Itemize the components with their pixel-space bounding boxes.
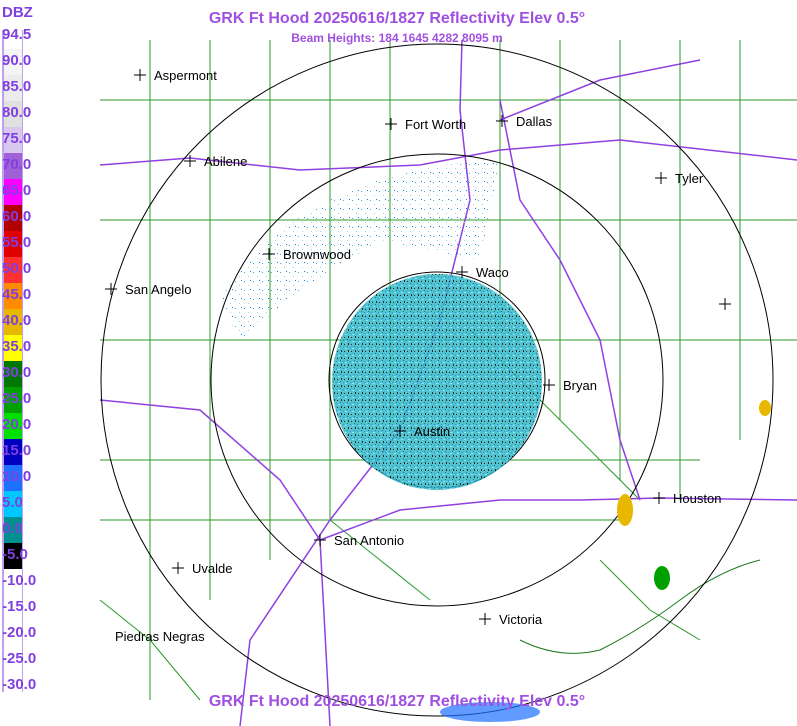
city-label: Bryan [563, 378, 597, 393]
subtitle: Beam Heights: 184 1645 4282 8095 m [291, 31, 502, 45]
legend-swatch [4, 49, 22, 75]
legend-unit: DBZ [2, 4, 33, 21]
legend-label: 30.0 [2, 364, 31, 381]
legend-label: 60.0 [2, 208, 31, 225]
legend-swatch [4, 673, 22, 699]
legend-swatch [4, 283, 22, 309]
legend-label: 40.0 [2, 312, 31, 329]
city-marker [655, 172, 667, 184]
legend-label: -30.0 [2, 676, 36, 693]
legend-label: 45.0 [2, 286, 31, 303]
legend-label: 35.0 [2, 338, 31, 355]
city-label: Dallas [516, 114, 553, 129]
legend-label: 94.5 [2, 26, 31, 43]
city-marker [719, 298, 731, 310]
legend-swatch [4, 621, 22, 647]
radar-echoes [220, 160, 771, 722]
legend-label: -15.0 [2, 598, 36, 615]
legend-swatch [4, 491, 22, 517]
legend-swatch [4, 647, 22, 673]
legend-label: -20.0 [2, 624, 36, 641]
legend-label: 5.0 [2, 494, 23, 511]
city-label: Fort Worth [405, 117, 466, 132]
city-marker [172, 562, 184, 574]
legend-label: 65.0 [2, 182, 31, 199]
city-marker [496, 115, 508, 127]
city-layer: Aspermont Abilene Fort Worth Dallas Tyler Bro… [105, 68, 731, 644]
legend-label: -25.0 [2, 650, 36, 667]
legend-swatch [4, 231, 22, 257]
legend-swatch [4, 101, 22, 127]
city-label: Uvalde [192, 561, 232, 576]
legend-swatch [4, 387, 22, 413]
legend-swatch [4, 127, 22, 153]
legend-swatch [4, 595, 22, 621]
city-label: Houston [673, 491, 721, 506]
legend-label: 85.0 [2, 78, 31, 95]
footer: GRK Ft Hood 20250616/1827 Reflectivity E… [209, 693, 585, 710]
city-marker [385, 118, 397, 130]
legend-swatch [4, 517, 22, 543]
city-marker [134, 69, 146, 81]
city-label: San Angelo [125, 282, 192, 297]
title: GRK Ft Hood 20250616/1827 Reflectivity E… [209, 10, 585, 27]
legend-label: -10.0 [2, 572, 36, 589]
legend-label: 0.0 [2, 520, 23, 537]
city-marker [479, 613, 491, 625]
legend-swatch [4, 309, 22, 335]
city-marker [456, 266, 468, 278]
legend-label: -5.0 [2, 546, 28, 563]
legend-label: 90.0 [2, 52, 31, 69]
legend-swatch [4, 569, 22, 595]
city-marker [394, 425, 406, 437]
legend-swatch [4, 335, 22, 361]
legend-label: 80.0 [2, 104, 31, 121]
city-marker [184, 155, 196, 167]
city-marker [105, 283, 117, 295]
legend-swatch [4, 257, 22, 283]
city-marker [653, 492, 665, 504]
legend-label: 70.0 [2, 156, 31, 173]
legend-swatch [4, 439, 22, 465]
legend-label: 55.0 [2, 234, 31, 251]
legend-swatch [4, 361, 22, 387]
legend-label: 10.0 [2, 468, 31, 485]
legend-swatch [4, 543, 22, 569]
city-label: Austin [414, 424, 450, 439]
legend-label: 20.0 [2, 416, 31, 433]
city-label: Piedras Negras [115, 629, 205, 644]
city-label: San Antonio [334, 533, 404, 548]
legend-swatch [4, 413, 22, 439]
city-label: Tyler [675, 171, 704, 186]
city-marker [543, 379, 555, 391]
legend-swatch [4, 23, 22, 49]
legend-label: 15.0 [2, 442, 31, 459]
legend-label: 25.0 [2, 390, 31, 407]
legend-swatch [4, 465, 22, 491]
legend: 94.5 90.0 85.0 80.0 75.0 70.0 65.0 60.0 55.0 50.0… [2, 23, 36, 699]
city-label: Abilene [204, 154, 247, 169]
legend-swatch [4, 75, 22, 101]
legend-swatch [4, 179, 22, 205]
city-label: Waco [476, 265, 509, 280]
city-label: Victoria [499, 612, 543, 627]
legend-swatch [4, 153, 22, 179]
legend-label: 50.0 [2, 260, 31, 277]
city-marker [263, 248, 275, 260]
city-label: Brownwood [283, 247, 351, 262]
legend-label: 75.0 [2, 130, 31, 147]
city-label: Aspermont [154, 68, 217, 83]
city-marker [314, 534, 326, 546]
legend-swatch [4, 205, 22, 231]
